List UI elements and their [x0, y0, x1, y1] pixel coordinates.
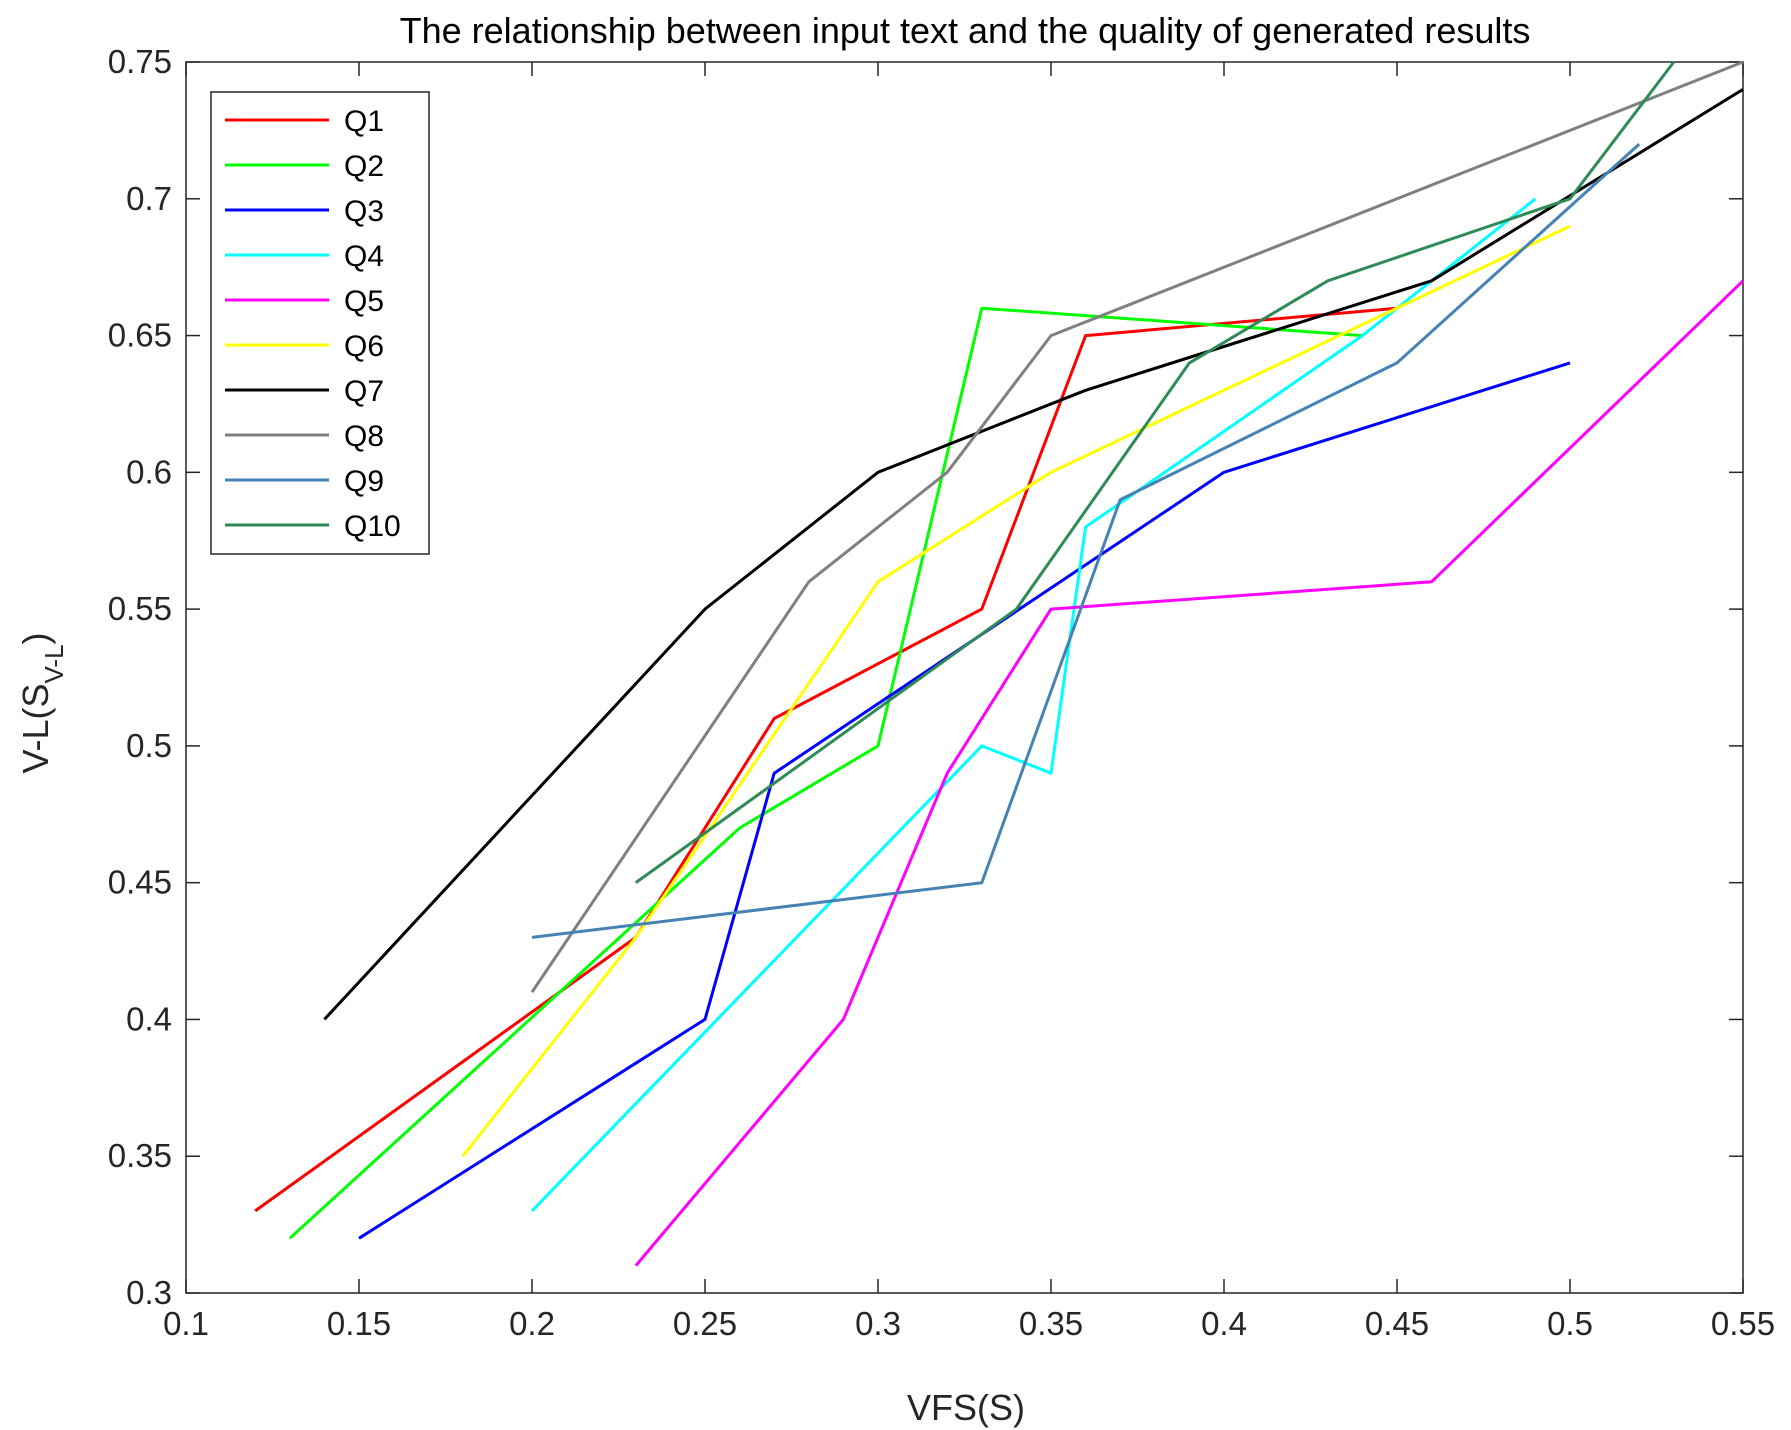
y-axis-label-main: V-L(S [15, 683, 56, 773]
x-tick-label: 0.2 [509, 1305, 555, 1342]
y-tick-label: 0.4 [126, 1000, 172, 1037]
y-tick-label: 0.5 [126, 727, 172, 764]
y-tick-label: 0.3 [126, 1274, 172, 1311]
legend: Q1 Q2 Q3 Q4 Q5 Q6 Q7 Q8 Q9 Q10 [210, 91, 430, 555]
y-tick-label: 0.75 [108, 43, 172, 80]
y-tick-label: 0.7 [126, 180, 172, 217]
y-tick-label: 0.35 [108, 1137, 172, 1174]
y-axis-label-subscript: V-L [39, 644, 69, 683]
x-tick-label: 0.3 [855, 1305, 901, 1342]
series-line-q8 [530, 60, 1744, 993]
series-line-q6 [461, 224, 1571, 1158]
plot-area [185, 61, 1744, 1294]
legend-label-q1: Q1 [344, 105, 384, 138]
chart-title: The relationship between input text and … [400, 10, 1531, 51]
series-line-q7 [323, 88, 1744, 1021]
legend-label-q10: Q10 [344, 510, 401, 543]
series-line-q1 [254, 306, 1398, 1213]
legend-label-q8: Q8 [344, 420, 384, 453]
legend-label-q3: Q3 [344, 195, 384, 228]
series-line-q2 [288, 306, 1363, 1240]
x-tick-label: 0.35 [1019, 1305, 1083, 1342]
legend-label-q7: Q7 [344, 375, 384, 408]
legend-label-q6: Q6 [344, 330, 384, 363]
y-tick-label: 0.6 [126, 453, 172, 490]
series-group [254, 60, 1745, 1267]
y-tick-label: 0.55 [108, 590, 172, 627]
axes-box [185, 61, 1744, 1294]
x-tick-label: 0.25 [673, 1305, 737, 1342]
y-tick-label: 0.45 [108, 864, 172, 901]
series-line-q4 [530, 197, 1537, 1212]
x-tick-label: 0.5 [1547, 1305, 1593, 1342]
x-tick-label: 0.4 [1201, 1305, 1247, 1342]
legend-label-q9: Q9 [344, 465, 384, 498]
x-axis: 0.1 0.15 0.2 0.25 0.3 0.35 0.4 0.45 0.5 0.55 [163, 62, 1775, 1342]
y-axis: 0.3 0.35 0.4 0.45 0.5 0.55 0.6 0.65 0.7 0.75 [108, 43, 1743, 1311]
y-axis-label-close: ) [15, 632, 56, 644]
y-axis-label: V-L(SV-L) [15, 632, 69, 773]
series-line-q9 [531, 142, 1641, 939]
series-line-q10 [634, 61, 1675, 884]
legend-label-q2: Q2 [344, 150, 384, 183]
series-line-q3 [358, 361, 1571, 1240]
x-tick-label: 0.45 [1365, 1305, 1429, 1342]
x-tick-label: 0.15 [327, 1305, 391, 1342]
x-axis-label: VFS(S) [907, 1387, 1025, 1428]
legend-label-q4: Q4 [344, 240, 384, 273]
legend-label-q5: Q5 [344, 285, 384, 318]
legend-box [210, 91, 430, 555]
y-tick-label: 0.65 [108, 317, 172, 354]
x-tick-label: 0.55 [1711, 1305, 1775, 1342]
series-line-q5 [634, 279, 1745, 1267]
x-tick-label: 0.1 [163, 1305, 209, 1342]
